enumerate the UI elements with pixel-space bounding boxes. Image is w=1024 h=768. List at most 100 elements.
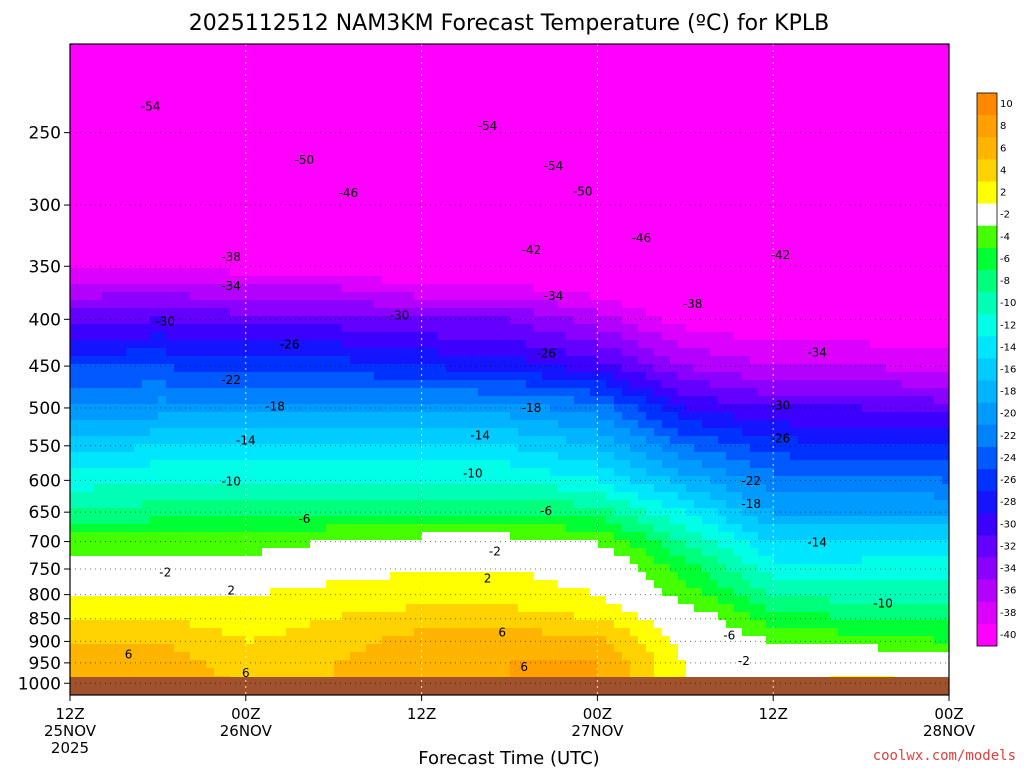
temperature-cell [134, 524, 143, 533]
temperature-cell [454, 548, 463, 557]
temperature-cell [302, 164, 311, 173]
temperature-cell [374, 540, 383, 549]
temperature-cell [214, 484, 223, 493]
temperature-cell [430, 52, 439, 61]
temperature-cell [214, 332, 223, 341]
temperature-cell [550, 164, 559, 173]
temperature-cell [446, 84, 455, 93]
temperature-cell [342, 268, 351, 277]
temperature-cell [430, 372, 439, 381]
temperature-cell [342, 108, 351, 117]
temperature-cell [174, 612, 183, 621]
temperature-cell [326, 612, 335, 621]
temperature-cell [174, 44, 183, 53]
temperature-cell [118, 420, 127, 429]
temperature-cell [382, 548, 391, 557]
temperature-cell [94, 412, 103, 421]
temperature-cell [334, 428, 343, 437]
temperature-cell [526, 644, 535, 653]
temperature-cell [182, 532, 191, 541]
temperature-cell [422, 260, 431, 269]
temperature-cell [350, 100, 359, 109]
temperature-cell [446, 516, 455, 525]
temperature-cell [238, 340, 247, 349]
temperature-cell [454, 332, 463, 341]
temperature-cell [366, 196, 375, 205]
temperature-cell [454, 228, 463, 237]
temperature-cell [142, 44, 151, 53]
temperature-cell [318, 124, 327, 133]
temperature-cell [438, 292, 447, 301]
temperature-cell [278, 412, 287, 421]
temperature-cell [374, 612, 383, 621]
temperature-cell [326, 124, 335, 133]
temperature-cell [182, 412, 191, 421]
temperature-cell [486, 276, 495, 285]
temperature-cell [150, 412, 159, 421]
temperature-cell [198, 52, 207, 61]
temperature-cell [550, 316, 559, 325]
temperature-cell [278, 484, 287, 493]
temperature-cell [254, 356, 263, 365]
temperature-cell [294, 60, 303, 69]
temperature-cell [206, 324, 215, 333]
temperature-cell [302, 284, 311, 293]
temperature-cell [198, 44, 207, 53]
temperature-cell [246, 388, 255, 397]
temperature-cell [150, 516, 159, 525]
temperature-cell [398, 580, 407, 589]
temperature-cell [534, 412, 543, 421]
temperature-cell [142, 436, 151, 445]
temperature-cell [486, 644, 495, 653]
temperature-cell [110, 372, 119, 381]
temperature-cell [398, 468, 407, 477]
temperature-cell [462, 252, 471, 261]
temperature-cell [86, 156, 95, 165]
temperature-cell [486, 188, 495, 197]
temperature-cell [454, 268, 463, 277]
temperature-cell [262, 300, 271, 309]
temperature-cell [542, 572, 551, 581]
temperature-cell [318, 652, 327, 661]
temperature-cell [294, 108, 303, 117]
temperature-cell [374, 180, 383, 189]
temperature-cell [542, 340, 551, 349]
temperature-cell [326, 260, 335, 269]
temperature-cell [102, 220, 111, 229]
temperature-cell [78, 132, 87, 141]
temperature-cell [142, 308, 151, 317]
temperature-cell [142, 636, 151, 645]
temperature-cell [270, 492, 279, 501]
temperature-cell [294, 44, 303, 53]
temperature-cell [398, 436, 407, 445]
temperature-cell [262, 452, 271, 461]
temperature-cell [78, 620, 87, 629]
temperature-cell [174, 68, 183, 77]
temperature-cell [134, 508, 143, 517]
temperature-cell [214, 532, 223, 541]
temperature-cell [262, 172, 271, 181]
temperature-cell [270, 300, 279, 309]
temperature-cell [358, 68, 367, 77]
temperature-cell [150, 300, 159, 309]
temperature-cell [398, 500, 407, 509]
temperature-cell [70, 460, 79, 469]
temperature-cell [134, 620, 143, 629]
temperature-cell [254, 412, 263, 421]
temperature-cell [230, 324, 239, 333]
temperature-cell [374, 244, 383, 253]
temperature-cell [494, 52, 503, 61]
temperature-cell [334, 396, 343, 405]
temperature-cell [270, 508, 279, 517]
temperature-cell [326, 484, 335, 493]
temperature-cell [110, 364, 119, 373]
temperature-cell [110, 108, 119, 117]
temperature-cell [390, 164, 399, 173]
temperature-cell [134, 460, 143, 469]
temperature-cell [342, 404, 351, 413]
temperature-cell [294, 156, 303, 165]
temperature-cell [526, 92, 535, 101]
temperature-cell [214, 604, 223, 613]
temperature-cell [150, 196, 159, 205]
temperature-cell [430, 660, 439, 669]
